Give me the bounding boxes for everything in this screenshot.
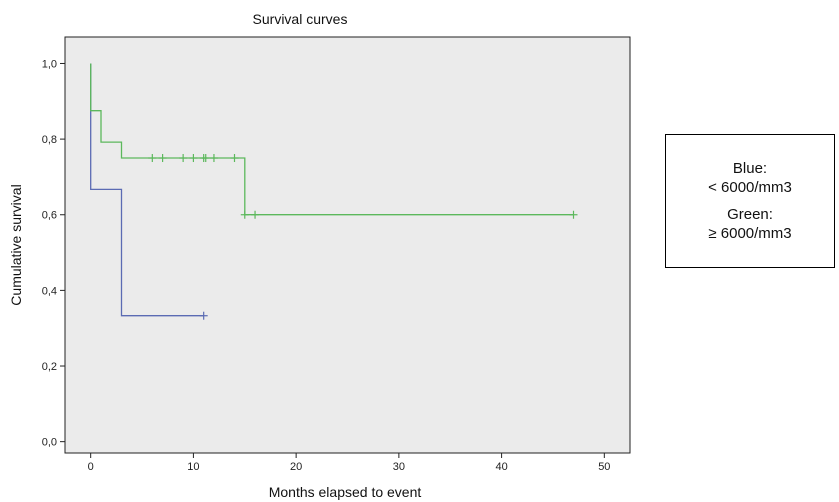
legend-green-value: ≥ 6000/mm3 xyxy=(708,225,792,242)
legend-green-label: Green: xyxy=(727,206,773,223)
censor-mark xyxy=(199,311,208,320)
legend-box: Blue: < 6000/mm3 Green: ≥ 6000/mm3 xyxy=(665,134,835,268)
censor-mark xyxy=(189,154,198,163)
y-tick-label: 0,4 xyxy=(42,285,57,297)
legend-blue-label: Blue: xyxy=(732,160,768,177)
y-tick-label: 0,2 xyxy=(42,361,57,373)
plot-area xyxy=(64,36,631,454)
series-layer xyxy=(90,63,578,320)
x-tick-label: 30 xyxy=(393,461,405,473)
y-tick-label: 1,0 xyxy=(42,58,57,70)
y-tick-label: 0,6 xyxy=(42,210,57,222)
censor-mark xyxy=(240,210,249,219)
censor-mark xyxy=(201,154,210,163)
censor-mark xyxy=(230,154,239,163)
x-tick-label: 20 xyxy=(290,461,302,473)
censor-mark xyxy=(209,154,218,163)
y-tick-label: 0,0 xyxy=(42,437,57,449)
series-line-1 xyxy=(90,63,574,216)
x-axis-label: Months elapsed to event xyxy=(269,484,422,500)
censor-mark xyxy=(569,210,578,219)
legend-entry-blue: Blue: < 6000/mm3 xyxy=(708,159,792,197)
legend-blue-value: < 6000/mm3 xyxy=(708,179,792,196)
censor-mark xyxy=(179,154,188,163)
legend-entry-green: Green: ≥ 6000/mm3 xyxy=(708,205,791,243)
y-tick-label: 0,8 xyxy=(42,134,57,146)
censor-mark xyxy=(158,154,167,163)
x-tick-label: 10 xyxy=(187,461,199,473)
axes: 0 10 20 30 40 50 0,0 0,2 0,4 0,6 0,8 1,0 xyxy=(42,58,611,473)
series-line-0 xyxy=(90,63,204,317)
x-tick-label: 40 xyxy=(495,461,507,473)
x-tick-label: 0 xyxy=(88,461,94,473)
y-axis-label: Cumulative survival xyxy=(8,184,24,305)
censor-mark xyxy=(251,210,260,219)
x-tick-label: 50 xyxy=(598,461,610,473)
censor-mark xyxy=(148,154,157,163)
chart-title: Survival curves xyxy=(253,11,348,27)
